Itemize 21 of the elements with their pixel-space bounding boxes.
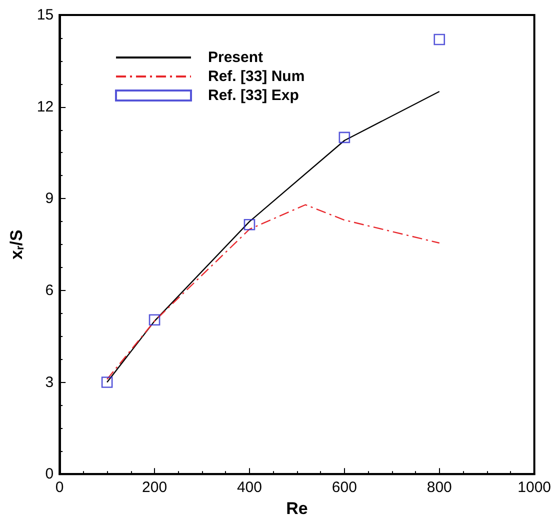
x-axis-title: Re	[286, 499, 308, 518]
legend-label: Present	[208, 49, 264, 66]
x-tick-label: 800	[426, 479, 452, 496]
y-axis-title: xr/S	[7, 230, 26, 260]
x-tick-label: 600	[332, 479, 357, 496]
y-tick-label: 0	[45, 466, 54, 483]
y-tick-label: 3	[45, 374, 54, 391]
x-tick-label: 400	[236, 479, 262, 496]
y-tick-label: 6	[45, 282, 54, 299]
legend-label: Ref. [33] Num	[208, 68, 305, 85]
point	[338, 132, 350, 144]
point	[434, 34, 446, 46]
point	[244, 219, 256, 230]
y-tick-label: 15	[36, 6, 54, 24]
point	[101, 376, 113, 388]
y-tick-label: 9	[45, 190, 54, 208]
legend-label: Ref. [33] Exp	[208, 87, 299, 104]
point	[148, 314, 160, 326]
y-tick-label: 12	[36, 98, 54, 116]
x-tick-label: 200	[142, 479, 168, 496]
x-tick-label: 1000	[518, 479, 552, 496]
